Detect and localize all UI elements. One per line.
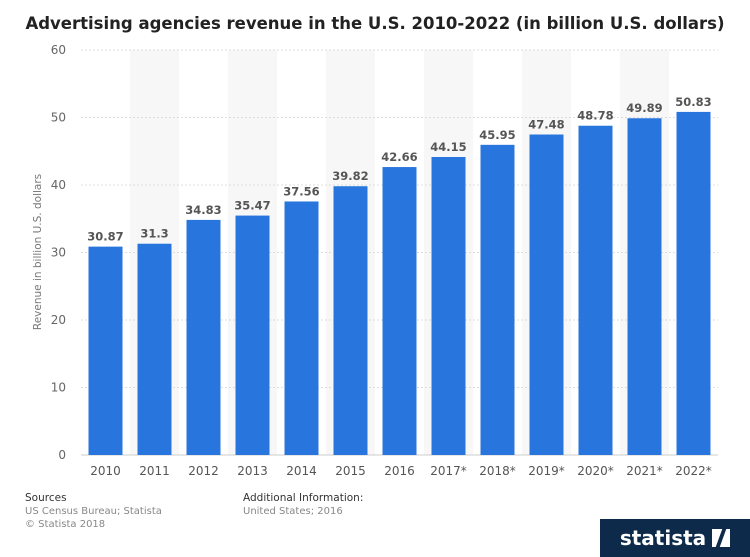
bar[interactable] (88, 246, 123, 455)
bar[interactable] (480, 144, 515, 455)
bar[interactable] (333, 186, 368, 455)
bar-value-label: 44.15 (430, 140, 466, 154)
sources-heading: Sources (25, 492, 67, 504)
x-tick-label: 2014 (286, 464, 317, 478)
bar-chart: 30.87 31.3 34.83 35.47 37.56 39.82 42.66 44.15 4… (32, 43, 718, 478)
x-tick-label: 2017* (430, 464, 467, 478)
x-tick-label: 2016 (384, 464, 415, 478)
x-tick-label: 2019* (528, 464, 565, 478)
bar-value-label: 34.83 (185, 203, 221, 217)
bar-value-label: 39.82 (332, 169, 368, 183)
y-axis-label: Revenue in billion U.S. dollars (32, 174, 44, 330)
x-tick-label: 2015 (335, 464, 366, 478)
bars (88, 111, 711, 456)
bar-value-label: 49.89 (626, 101, 662, 115)
x-tick-label: 2011 (139, 464, 170, 478)
bar[interactable] (529, 134, 564, 455)
x-tick-label: 2013 (237, 464, 268, 478)
x-tick-label: 2021* (626, 464, 663, 478)
y-tick-label: 30 (51, 246, 66, 260)
additional-info-heading: Additional Information: (243, 492, 364, 504)
sources-line-1[interactable]: US Census Bureau; Statista (25, 506, 162, 517)
y-tick-label: 0 (58, 448, 66, 462)
sources-block: Sources US Census Bureau; Statista © Sta… (25, 492, 162, 531)
bar-value-label: 31.3 (140, 227, 168, 241)
bar[interactable] (627, 118, 662, 456)
bar[interactable] (431, 156, 466, 456)
y-axis-ticks: 0 10 20 30 40 50 60 (51, 43, 66, 462)
sources-line-2: © Statista 2018 (25, 519, 106, 530)
statista-logo-icon (712, 529, 731, 547)
bar[interactable] (382, 167, 417, 456)
bar[interactable] (137, 243, 172, 455)
bar[interactable] (284, 201, 319, 455)
bar-value-label: 35.47 (234, 199, 270, 213)
y-tick-label: 60 (51, 43, 66, 57)
x-tick-label: 2022* (675, 464, 712, 478)
bar-value-label: 45.95 (479, 128, 515, 142)
statista-logo[interactable]: statista (600, 519, 750, 557)
bar-value-label: 42.66 (381, 150, 417, 164)
x-axis-ticks: 2010 2011 2012 2013 2014 2015 2016 2017* 2018* 20… (90, 464, 712, 478)
bar[interactable] (578, 125, 613, 456)
y-tick-label: 50 (51, 111, 66, 125)
chart-title: Advertising agencies revenue in the U.S.… (25, 14, 725, 33)
y-tick-label: 20 (51, 313, 66, 327)
additional-info-block: Additional Information: United States; 2… (243, 492, 363, 518)
bar-value-labels: 30.87 31.3 34.83 35.47 37.56 39.82 42.66 44.15 4… (87, 95, 711, 244)
bar[interactable] (235, 215, 270, 455)
bar-value-label: 48.78 (577, 109, 613, 123)
y-tick-label: 40 (51, 178, 66, 192)
x-tick-label: 2012 (188, 464, 219, 478)
bar-value-label: 30.87 (87, 230, 123, 244)
bar-value-label: 37.56 (283, 184, 319, 198)
bar-value-label: 47.48 (528, 118, 564, 132)
additional-info-line-1: United States; 2016 (243, 506, 343, 517)
x-tick-label: 2020* (577, 464, 614, 478)
bar[interactable] (676, 111, 711, 456)
x-tick-label: 2010 (90, 464, 121, 478)
y-tick-label: 10 (51, 381, 66, 395)
statista-wordmark: statista (619, 526, 707, 550)
x-tick-label: 2018* (479, 464, 516, 478)
bar[interactable] (186, 219, 221, 455)
bar-value-label: 50.83 (675, 95, 711, 109)
